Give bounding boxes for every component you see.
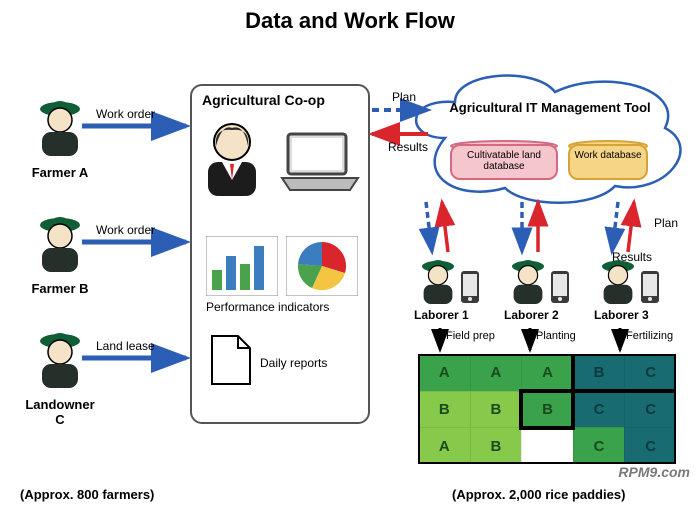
svg-text:Land lease: Land lease xyxy=(96,339,155,353)
task-label-1: Field prep xyxy=(446,330,495,342)
farmer-b: Farmer B xyxy=(20,212,100,296)
coop-panel: Agricultural Co-op xyxy=(190,84,370,424)
perf-indicators-label: Performance indicators xyxy=(206,300,329,314)
manager-icon xyxy=(204,120,274,198)
farmer-a: Farmer A xyxy=(20,96,100,180)
db-work: Work database xyxy=(568,144,648,180)
footer-right: (Approx. 2,000 rice paddies) xyxy=(452,487,625,502)
phone-icon xyxy=(640,270,660,304)
plan-label-right: Plan xyxy=(654,216,678,230)
task-label-3: Fertilizing xyxy=(626,330,673,342)
bar-chart-icon xyxy=(206,236,278,296)
diagram-stage: Work orderWork orderLand lease Farmer A … xyxy=(0,34,700,510)
landowner-c-label: Landowner C xyxy=(20,397,100,427)
farmer-a-label: Farmer A xyxy=(20,165,100,180)
laborer-2 xyxy=(508,256,548,311)
cloud-title: Agricultural IT Management Tool xyxy=(445,100,655,115)
page-title: Data and Work Flow xyxy=(0,8,700,34)
task-label-2: Planting xyxy=(536,330,576,342)
laborer-1-label: Laborer 1 xyxy=(414,308,469,322)
document-icon xyxy=(208,332,254,388)
landowner-c: Landowner C xyxy=(20,328,100,427)
svg-text:Work order: Work order xyxy=(96,223,155,237)
phone-icon xyxy=(550,270,570,304)
plan-label-top: Plan xyxy=(392,90,416,104)
pie-chart-icon xyxy=(286,236,358,296)
results-label-top: Results xyxy=(388,140,428,154)
coop-title: Agricultural Co-op xyxy=(202,92,325,108)
matrix-border-svg xyxy=(418,354,676,464)
laptop-icon xyxy=(278,130,362,196)
daily-reports-label: Daily reports xyxy=(260,356,327,370)
laborer-3 xyxy=(598,256,638,311)
watermark: RPM9.com xyxy=(618,464,690,480)
phone-icon xyxy=(460,270,480,304)
footer-left: (Approx. 800 farmers) xyxy=(20,487,154,502)
laborer-3-label: Laborer 3 xyxy=(594,308,649,322)
svg-text:Work order: Work order xyxy=(96,107,155,121)
farmer-b-label: Farmer B xyxy=(20,281,100,296)
laborer-1 xyxy=(418,256,458,311)
laborer-2-label: Laborer 2 xyxy=(504,308,559,322)
db-cultivatable-land: Cultivatable land database xyxy=(450,144,558,180)
